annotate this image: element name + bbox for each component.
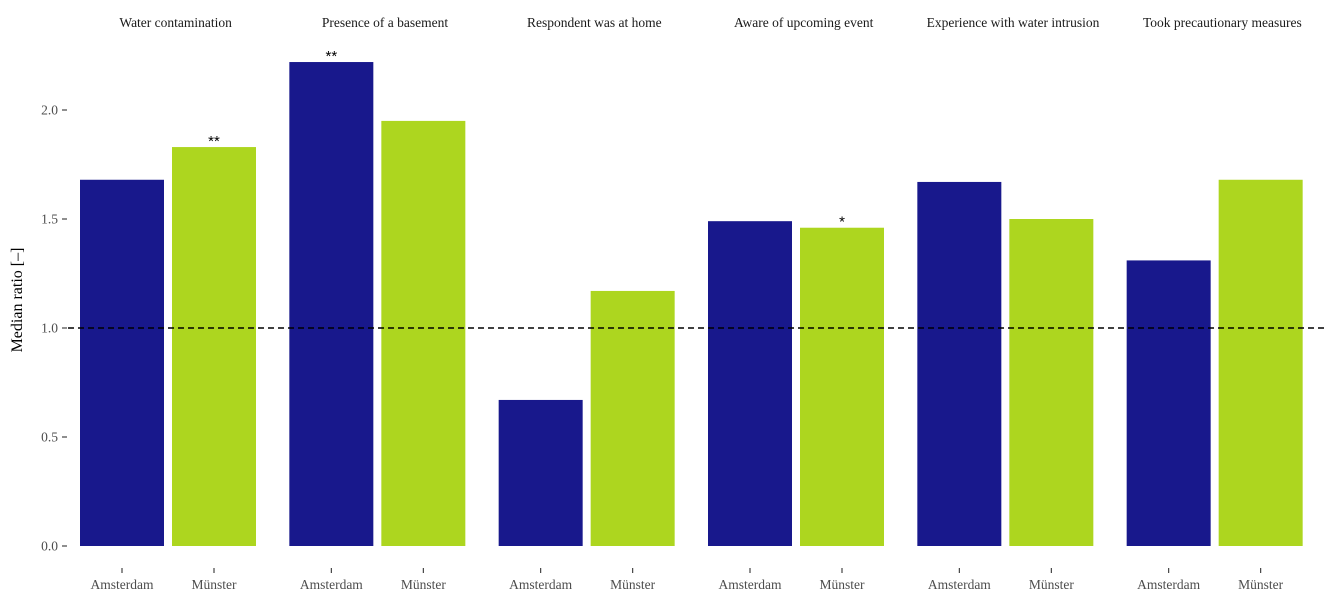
bar-m-nster <box>800 227 884 546</box>
facet-title: Respondent was at home <box>527 15 662 30</box>
facets: Water contaminationAmsterdam**MünsterPre… <box>80 15 1303 592</box>
facet-presence-of-a-basement: Presence of a basement ** Amsterdam Münster <box>289 15 466 592</box>
bar-m-nster <box>1009 219 1094 546</box>
y-tick-label-1.0: 1.0 <box>41 321 58 336</box>
facet-aware-of-upcoming-event: Aware of upcoming event Amsterdam * Münster <box>708 15 884 592</box>
bar-amsterdam <box>80 179 164 546</box>
y-tick-label-1.5: 1.5 <box>41 212 58 227</box>
significance-label: ** <box>208 133 220 150</box>
bar-amsterdam <box>708 221 792 546</box>
significance-label: ** <box>325 48 337 65</box>
facet-took-precautionary-measures: Took precautionary measures Amsterdam Müns… <box>1126 15 1303 592</box>
y-tick-label-0.5: 0.5 <box>41 430 58 445</box>
bar-m-nster <box>590 290 675 546</box>
facet-title: Experience with water intrusion <box>927 15 1100 30</box>
x-tick-label-m-nster: Münster <box>610 577 656 592</box>
x-tick-label-amsterdam: Amsterdam <box>300 577 363 592</box>
x-tick-label-amsterdam: Amsterdam <box>1137 577 1200 592</box>
x-tick-label-amsterdam: Amsterdam <box>719 577 782 592</box>
x-tick-label-m-nster: Münster <box>820 577 866 592</box>
facet-title: Aware of upcoming event <box>734 15 874 30</box>
bar-amsterdam <box>498 399 583 546</box>
x-tick-label-m-nster: Münster <box>192 577 238 592</box>
bar-m-nster <box>381 120 466 547</box>
x-tick-label-amsterdam: Amsterdam <box>91 577 154 592</box>
facet-experience-with-water-intrusion: Experience with water intrusion Amsterdam… <box>917 15 1100 592</box>
facet-title: Took precautionary measures <box>1143 15 1302 30</box>
bar-m-nster <box>1218 179 1303 546</box>
bar-amsterdam <box>917 181 1002 546</box>
y-tick-label-2.0: 2.0 <box>41 103 58 118</box>
bar-amsterdam <box>289 62 374 546</box>
significance-label: * <box>839 214 845 231</box>
x-tick-label-m-nster: Münster <box>1029 577 1075 592</box>
facet-title: Presence of a basement <box>322 15 449 30</box>
x-tick-label-m-nster: Münster <box>401 577 447 592</box>
facet-water-contamination: Water contamination Amsterdam ** Münster <box>80 15 256 592</box>
facet-title: Water contamination <box>119 15 232 30</box>
y-tick-label-0.0: 0.0 <box>41 539 58 554</box>
bar-m-nster <box>172 147 256 546</box>
y-axis: 0.0 0.5 1.0 1.5 2.0 <box>41 103 67 554</box>
x-tick-label-m-nster: Münster <box>1238 577 1284 592</box>
x-tick-label-amsterdam: Amsterdam <box>928 577 991 592</box>
x-tick-label-amsterdam: Amsterdam <box>509 577 572 592</box>
facet-respondent-was-at-home: Respondent was at home Amsterdam Münster <box>498 15 675 592</box>
bar-amsterdam <box>1126 260 1211 546</box>
y-axis-title: Median ratio [–] <box>9 248 26 353</box>
